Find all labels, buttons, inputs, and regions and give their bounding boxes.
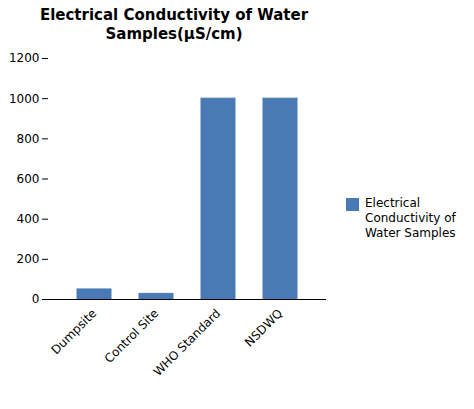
html-text:Electrical Conductivity of Wat: Electrical Conductivity of Water Samples… — [39, 6, 309, 43]
svg-text:Dumpsite: Dumpsite — [49, 306, 100, 357]
svg-text:0: 0 — [32, 292, 40, 306]
html-text:Electrical Conductivity of Wat: Electrical Conductivity of Water Samples — [365, 196, 456, 240]
svg-text:400: 400 — [17, 212, 40, 226]
svg-text:NSDWQ: NSDWQ — [242, 306, 285, 349]
svg-text:200: 200 — [17, 252, 40, 266]
svg-text:1000: 1000 — [9, 91, 40, 105]
svg-text:800: 800 — [17, 131, 40, 145]
svg-text:WHO Standard: WHO Standard — [151, 306, 224, 379]
svg-text:1200: 1200 — [9, 51, 40, 65]
svg-text:Control Site: Control Site — [102, 306, 162, 366]
svg-text:600: 600 — [17, 171, 40, 185]
